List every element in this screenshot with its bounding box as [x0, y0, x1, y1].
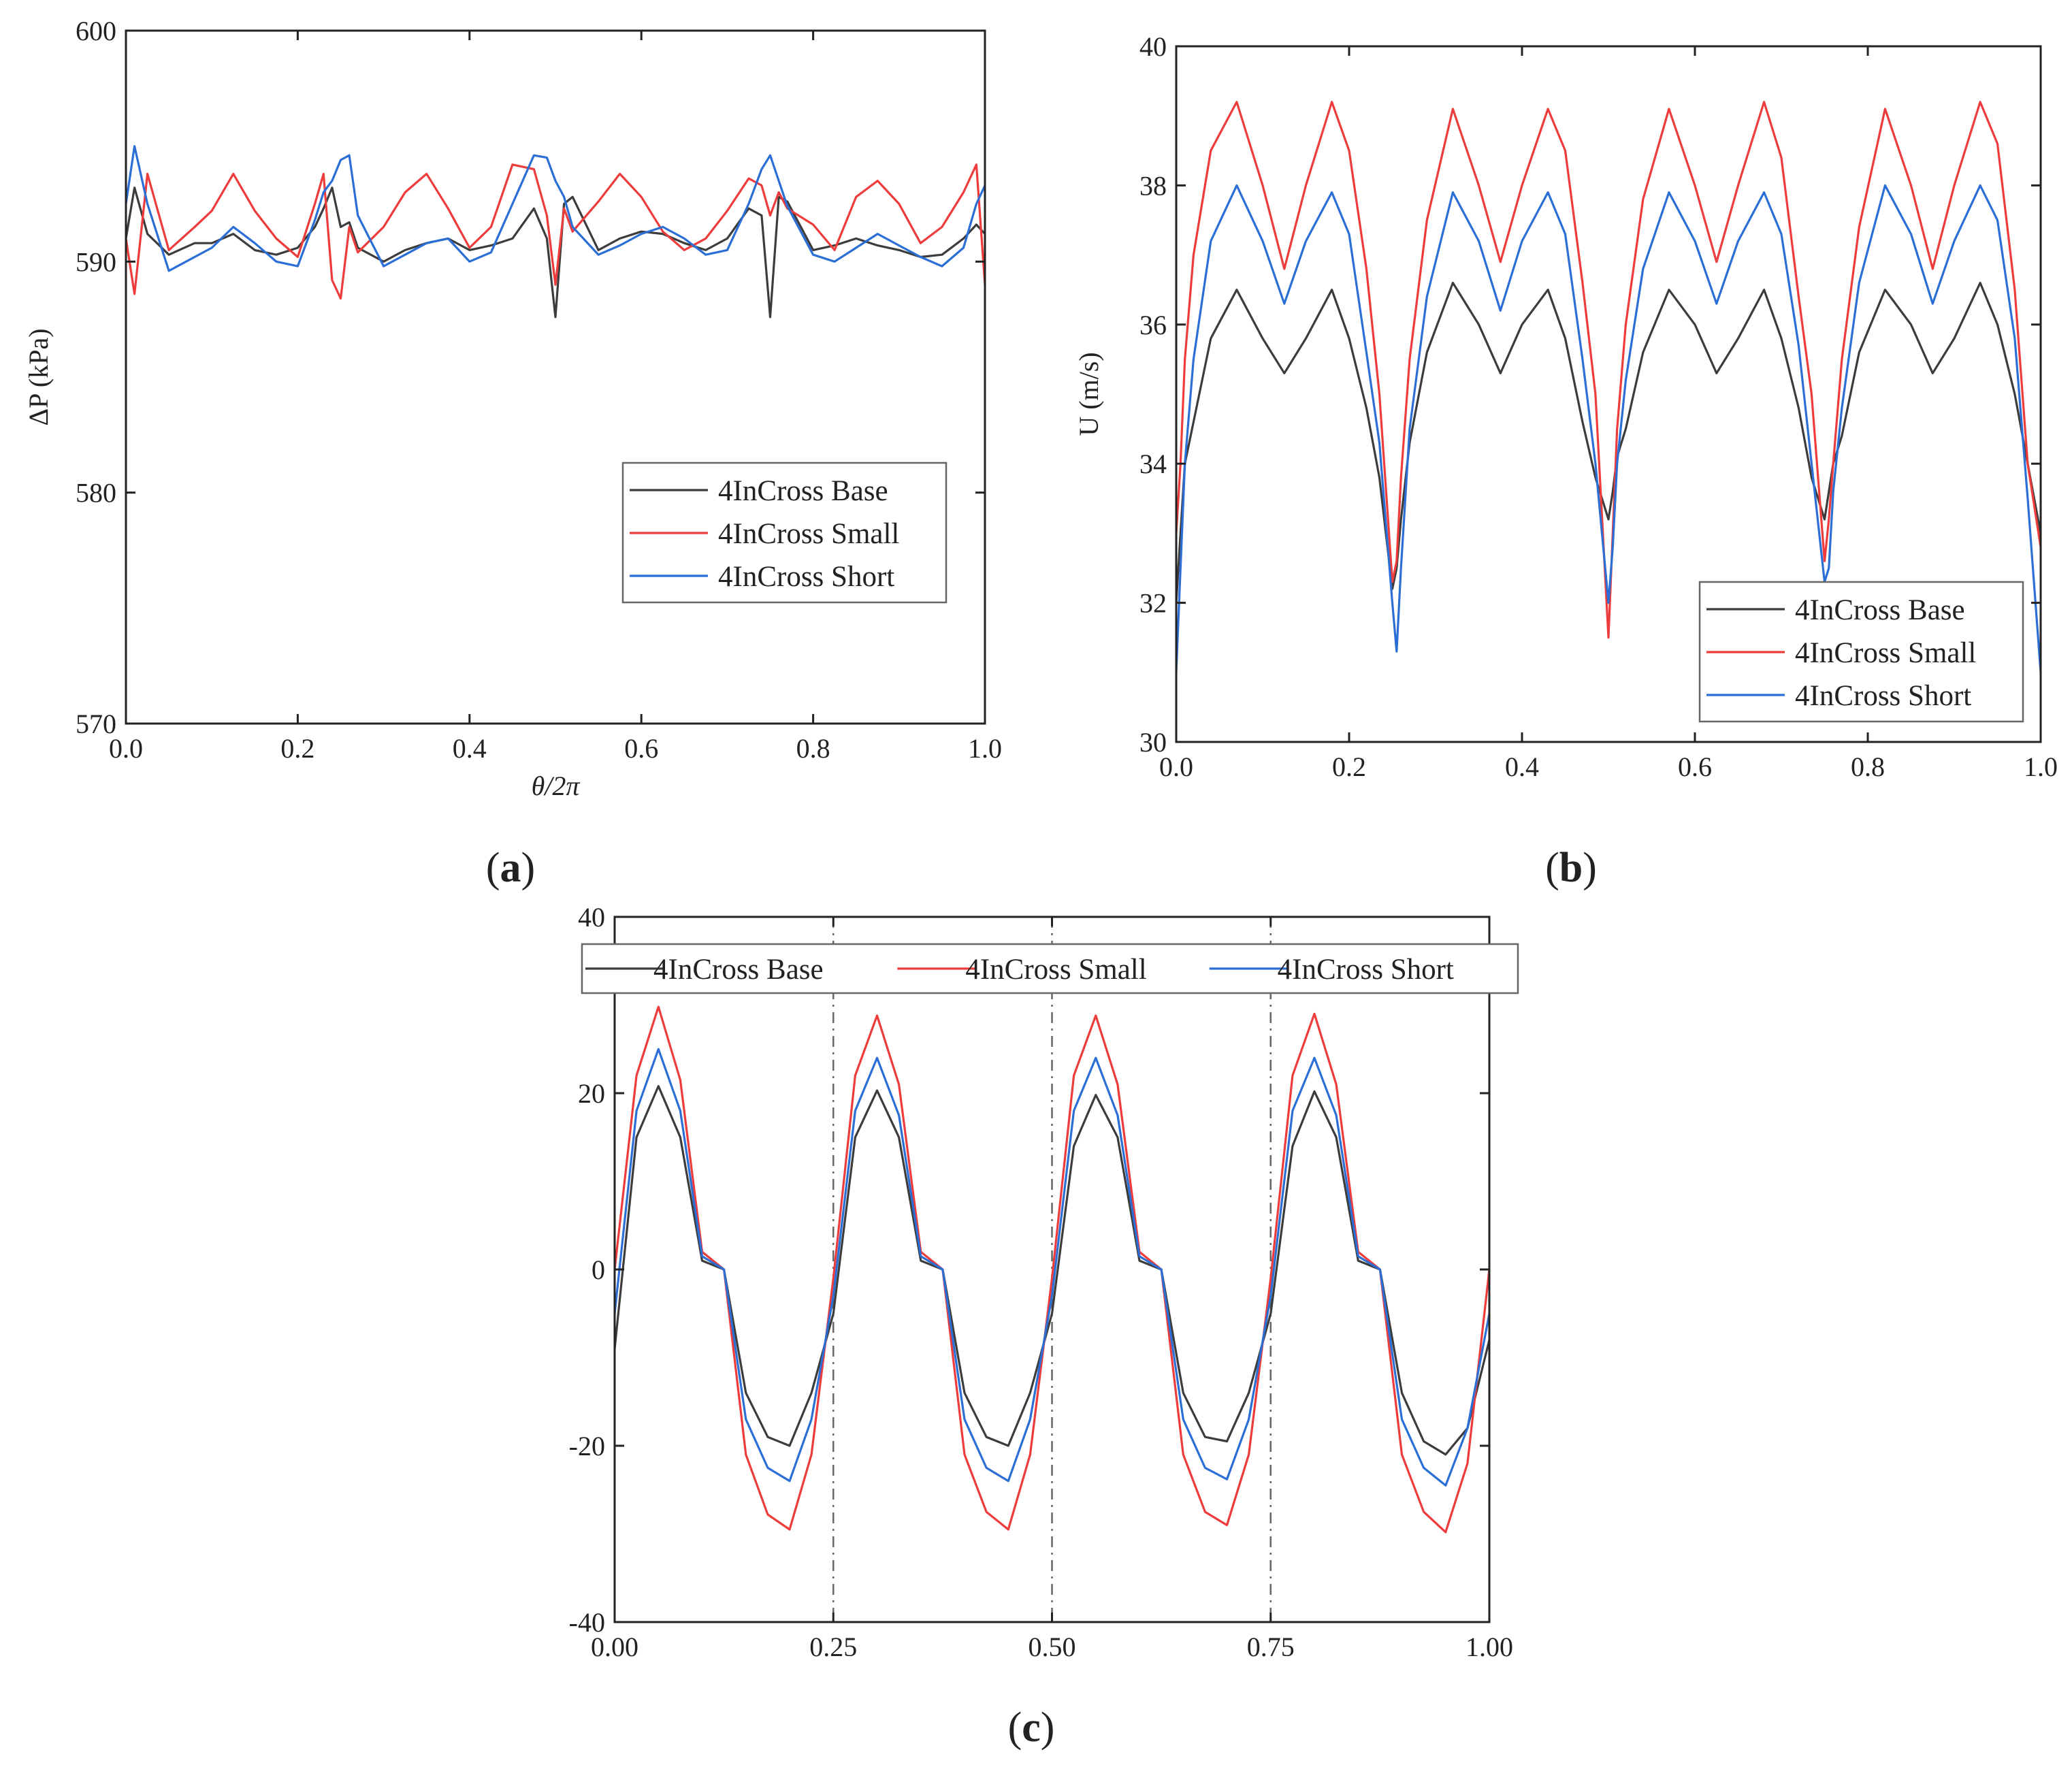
series-line-c-0 [613, 1084, 1491, 1456]
y-tick-label-a-3: 600 [76, 16, 116, 46]
x-tick-label-a-2: 0.4 [453, 733, 487, 764]
legend-a: 4InCross Base 4InCross Small 4InCross Shor… [621, 462, 948, 604]
y-tick-label-c-4: 40 [578, 902, 605, 933]
series-line-c-2 [613, 1048, 1491, 1487]
x-tick-label-a-4: 0.8 [796, 733, 830, 764]
panel-label-b: (b) [1545, 845, 1597, 891]
legend-label-a-2: 4InCross Short [718, 561, 894, 593]
x-tick-label-b-1: 0.2 [1332, 751, 1366, 782]
y-tick-label-b-1: 32 [1139, 588, 1167, 619]
series-line-b-1 [1175, 101, 2042, 639]
panel-c: 0.00 0.25 0.50 0.75 1.00 -40 -20 0 20 40 4InCross … [569, 902, 1519, 1751]
panel-b: 0.0 0.2 0.4 0.6 0.8 1.0 30 32 34 36 38 40 U (m/s) 4In… [1073, 31, 2058, 891]
series-line-a-1 [125, 163, 986, 300]
series-line-c-1 [613, 1005, 1491, 1534]
x-tick-label-b-5: 1.0 [2024, 751, 2058, 782]
y-axis-title-b: U (m/s) [1073, 352, 1104, 436]
y-tick-label-c-3: 20 [578, 1078, 605, 1109]
x-tick-label-a-3: 0.6 [624, 733, 658, 764]
y-tick-label-b-0: 30 [1139, 727, 1167, 758]
y-tick-label-a-0: 570 [76, 709, 116, 739]
legend-label-c-2: 4InCross Short [1278, 954, 1454, 986]
y-tick-label-a-2: 590 [76, 246, 116, 277]
series-line-a-2 [125, 145, 986, 272]
x-tick-label-a-5: 1.0 [968, 733, 1002, 764]
legend-label-c-0: 4InCross Base [653, 954, 824, 986]
panel-a: 0.0 0.2 0.4 0.6 0.8 1.0 570 580 590 600 θ/2π ΔP (kP… [23, 16, 1002, 891]
legend-box-c [581, 943, 1519, 994]
y-tick-label-c-2: 0 [592, 1254, 605, 1285]
y-tick-label-c-1: -20 [569, 1431, 605, 1461]
x-tick-label-b-3: 0.6 [1678, 751, 1712, 782]
x-tick-label-c-3: 0.75 [1247, 1632, 1295, 1662]
legend-label-b-1: 4InCross Small [1795, 637, 1976, 669]
x-tick-label-c-0: 0.00 [591, 1632, 638, 1662]
legend-b: 4InCross Base 4InCross Small 4InCross Shor… [1698, 581, 2024, 723]
panel-label-c: (c) [1008, 1704, 1055, 1751]
legend-label-b-2: 4InCross Short [1795, 680, 1971, 712]
x-tick-label-b-4: 0.8 [1851, 751, 1885, 782]
y-tick-label-a-1: 580 [76, 478, 116, 508]
legend-label-c-1: 4InCross Small [965, 954, 1146, 986]
series-line-a-0 [125, 187, 986, 319]
y-tick-label-b-4: 38 [1139, 170, 1167, 201]
legend-label-a-1: 4InCross Small [718, 518, 899, 550]
x-tick-label-b-2: 0.4 [1505, 751, 1539, 782]
x-tick-label-a-1: 0.2 [280, 733, 314, 764]
y-tick-label-c-0: -40 [569, 1607, 605, 1638]
plot-frame-b [1175, 45, 2042, 743]
y-axis-title-a: ΔP (kPa) [23, 328, 54, 425]
x-tick-label-b-0: 0.0 [1159, 751, 1193, 782]
y-tick-label-b-2: 34 [1139, 449, 1167, 479]
x-tick-label-a-0: 0.0 [109, 733, 143, 764]
x-tick-label-c-2: 0.50 [1029, 1632, 1076, 1662]
x-axis-title-a: θ/2π [532, 771, 581, 801]
legend-label-a-0: 4InCross Base [718, 475, 888, 507]
plot-frame-a [125, 29, 986, 725]
x-tick-label-c-4: 1.00 [1466, 1632, 1513, 1662]
series-line-b-2 [1175, 184, 2042, 673]
series-line-b-0 [1175, 281, 2042, 603]
legend-label-b-0: 4InCross Base [1795, 594, 1965, 626]
y-tick-label-b-5: 40 [1139, 31, 1167, 62]
legend-c: 4InCross Base 4InCross Small 4InCross Shor… [581, 943, 1519, 994]
y-tick-label-b-3: 36 [1139, 310, 1167, 340]
x-tick-label-c-1: 0.25 [809, 1632, 857, 1662]
panel-label-a: (a) [486, 845, 535, 891]
